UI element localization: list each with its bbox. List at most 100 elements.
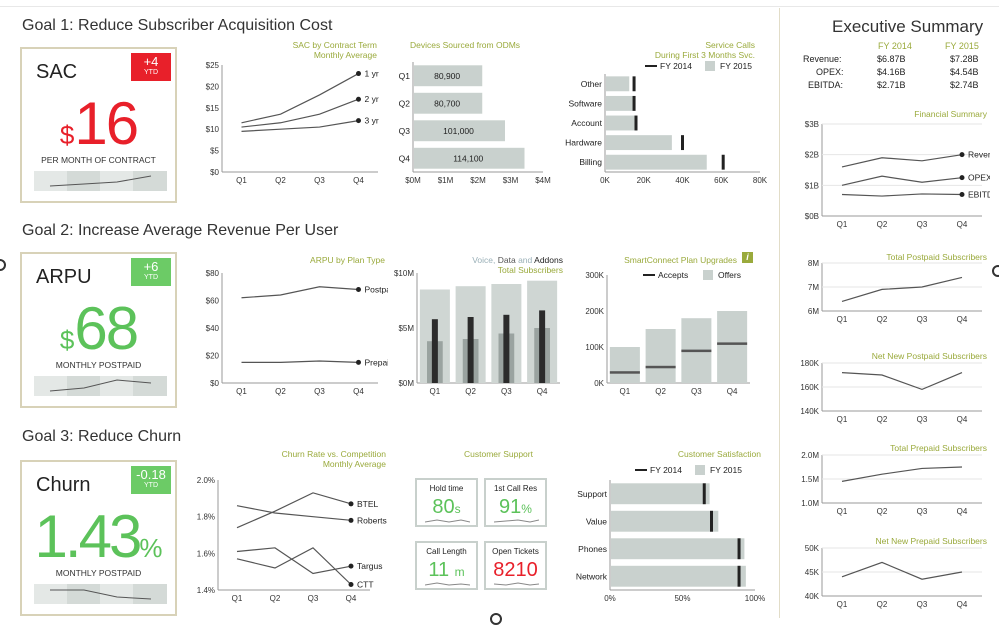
series-label: Revenue (968, 150, 990, 160)
kpi-sparkline (34, 171, 167, 191)
x-tick-label: 100% (745, 594, 765, 603)
series-label: Postpaid (365, 285, 389, 295)
kpi-subtitle: MONTHLY POSTPAID (55, 360, 142, 370)
kpi-name: SAC (36, 61, 78, 83)
y-tick-label: 0K (594, 379, 604, 388)
chart-smartconnect: 0K 100K 200K 300K Q1 Q2 Q3 Q4 Accepts Offers (585, 270, 750, 396)
x-tick-label: Q3 (308, 594, 319, 603)
bar-label: 80,700 (434, 98, 460, 108)
x-tick-label: Q2 (877, 220, 888, 229)
target-mark (721, 154, 725, 170)
panel-title-arpu-plan: ARPU by Plan Type (310, 255, 385, 265)
legend-swatch (695, 465, 705, 475)
x-tick-label: Q3 (917, 220, 928, 229)
kpi-card-sac[interactable]: SAC +4 YTD $16 PER MONTH OF CONTRACT (20, 47, 177, 203)
kpi-badge-value: -0.18 (136, 467, 166, 482)
x-tick-label: Q2 (877, 315, 888, 324)
series-line (241, 286, 359, 299)
nav-handle-bottom[interactable] (490, 613, 502, 625)
category-label: Software (568, 98, 602, 108)
bar-offers (645, 329, 676, 383)
panel-title-net-prepaid: Net New Prepaid Subscribers (875, 536, 988, 546)
series-label: 2 yr (365, 94, 379, 104)
series-line (241, 120, 359, 132)
y-tick-label: $1B (805, 181, 819, 190)
y-tick-label: $10 (206, 125, 220, 134)
x-tick-label: Q2 (270, 594, 281, 603)
legend-label: FY 2015 (710, 465, 742, 475)
target-mark (632, 95, 636, 111)
x-tick-label: 0% (604, 594, 616, 603)
y-tick-label: 6M (808, 307, 819, 316)
support-tile-first-call[interactable]: 1st Call Res 91% (484, 478, 547, 527)
series-line (841, 154, 963, 168)
tile-label: Call Length (426, 547, 467, 556)
x-tick-label: Q3 (917, 415, 928, 424)
x-tick-label: Q1 (236, 176, 247, 185)
executive-divider (779, 8, 780, 618)
x-tick-label: Q1 (837, 220, 848, 229)
exec-row-label: Revenue: (803, 54, 842, 64)
panel-title-service: Service Calls During First 3 Months Svc. (654, 40, 755, 60)
x-tick-label: Q2 (877, 600, 888, 609)
kpi-subtitle: PER MONTH OF CONTRACT (41, 155, 156, 165)
y-tick-label: 1.8% (197, 513, 215, 522)
support-tile-open-tickets[interactable]: Open Tickets 8210 (484, 541, 547, 590)
x-tick-label: Q1 (236, 387, 247, 396)
series-end-point (348, 501, 354, 507)
category-label: Network (576, 571, 608, 581)
tile-value: 91% (499, 496, 532, 518)
y-tick-label: $10M (394, 269, 414, 278)
kpi-card-churn[interactable]: Churn -0.18 YTD 1.43% MONTHLY POSTPAID (20, 460, 177, 616)
x-tick-label: Q3 (501, 387, 512, 396)
bar (611, 565, 746, 587)
series-label: Targus (357, 561, 383, 571)
tile-sparkline (425, 519, 470, 523)
nav-handle-left[interactable] (0, 259, 6, 271)
chart-arpu-plan: $0 $20 $40 $60 $80 Q1 Q2 Q3 Q4 Postpaid Prepaid (206, 269, 389, 396)
x-tick-label: Q1 (837, 507, 848, 516)
support-tile-hold-time[interactable]: Hold time 80s (415, 478, 478, 527)
kpi-card-arpu[interactable]: ARPU +6 YTD $68 MONTHLY POSTPAID (20, 252, 177, 408)
series-end-point (959, 175, 965, 181)
target-mark (681, 135, 684, 151)
x-tick-label: Q1 (430, 387, 441, 396)
panel-title-support: Customer Support (464, 449, 533, 459)
y-tick-label: 2.0M (801, 451, 819, 460)
x-tick-label: Q3 (314, 387, 325, 396)
y-tick-label: $40 (206, 324, 220, 333)
y-tick-label: $3B (805, 120, 819, 129)
x-tick-label: Q2 (877, 507, 888, 516)
bar (606, 76, 630, 92)
nav-handle-right[interactable] (992, 265, 999, 277)
y-tick-label: 8M (808, 259, 819, 268)
x-tick-label: Q1 (837, 600, 848, 609)
series-end-point (356, 96, 361, 102)
panel-title-sac-term: SAC by Contract Term Monthly Average (292, 40, 377, 60)
y-tick-label: $0M (398, 379, 414, 388)
panel-title-financial: Financial Summary (914, 109, 987, 119)
bar-offers (609, 347, 640, 383)
tile-label: Open Tickets (492, 547, 539, 556)
kpi-value: 1.43% (34, 503, 163, 570)
series-end-point (356, 118, 361, 124)
x-tick-label: Q1 (837, 315, 848, 324)
executive-title: Executive Summary (832, 17, 984, 36)
mark-accepts (609, 371, 640, 374)
series-end-point (348, 517, 354, 523)
kpi-badge: +4 YTD (131, 53, 171, 81)
x-tick-label: $4M (535, 176, 551, 185)
support-tile-call-length[interactable]: Call Length 11 m (415, 541, 478, 590)
y-tick-label: $20 (206, 82, 220, 91)
tile-value: 80s (432, 496, 461, 518)
y-tick-label: 7M (808, 283, 819, 292)
series-end-point (959, 192, 965, 198)
mark-accepts (681, 349, 712, 353)
panel-title-odm: Devices Sourced from ODMs (410, 40, 521, 50)
x-tick-label: Q2 (465, 387, 476, 396)
tile-value: 11 m (428, 559, 465, 581)
x-tick-label: Q4 (957, 600, 968, 609)
info-icon[interactable]: i (742, 252, 753, 263)
x-tick-label: Q4 (353, 176, 364, 185)
chart-net-prepaid: 40K 45K 50K Q1 Q2 Q3 Q4 (805, 544, 982, 609)
